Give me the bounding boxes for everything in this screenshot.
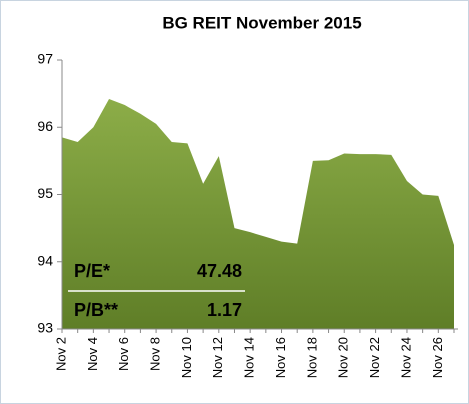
- x-tick-label: Nov 2: [53, 337, 68, 371]
- annotation-label: P/B**: [74, 300, 118, 320]
- x-tick-label: Nov 16: [273, 337, 288, 378]
- x-tick-label: Nov 12: [210, 337, 225, 378]
- x-tick-label: Nov 26: [430, 337, 445, 378]
- x-tick-label: Nov 24: [398, 337, 413, 378]
- x-tick-label: Nov 18: [304, 337, 319, 378]
- y-tick-label: 93: [37, 320, 53, 336]
- y-tick-label: 97: [37, 51, 53, 67]
- area: [62, 99, 454, 329]
- annotation-value: 47.48: [197, 261, 242, 281]
- y-tick-label: 96: [37, 118, 53, 134]
- y-tick-label: 94: [37, 252, 53, 268]
- x-tick-label: Nov 4: [85, 337, 100, 371]
- y-tick-label: 95: [37, 185, 53, 201]
- x-tick-label: Nov 6: [116, 337, 131, 371]
- plot: 93 94 95 96 97 Nov 2 Nov 4 Nov 6 Nov 8 Nov 10 Nov …: [37, 51, 458, 378]
- x-tick-label: Nov 22: [367, 337, 382, 378]
- x-tick-label: Nov 20: [336, 337, 351, 378]
- x-tick-label: Nov 8: [148, 337, 163, 371]
- x-tick-label: Nov 14: [242, 337, 257, 378]
- chart-title: BG REIT November 2015: [162, 13, 361, 32]
- x-tick-label: Nov 10: [179, 337, 194, 378]
- annotation-label: P/E*: [74, 261, 110, 281]
- annotation-value: 1.17: [207, 300, 242, 320]
